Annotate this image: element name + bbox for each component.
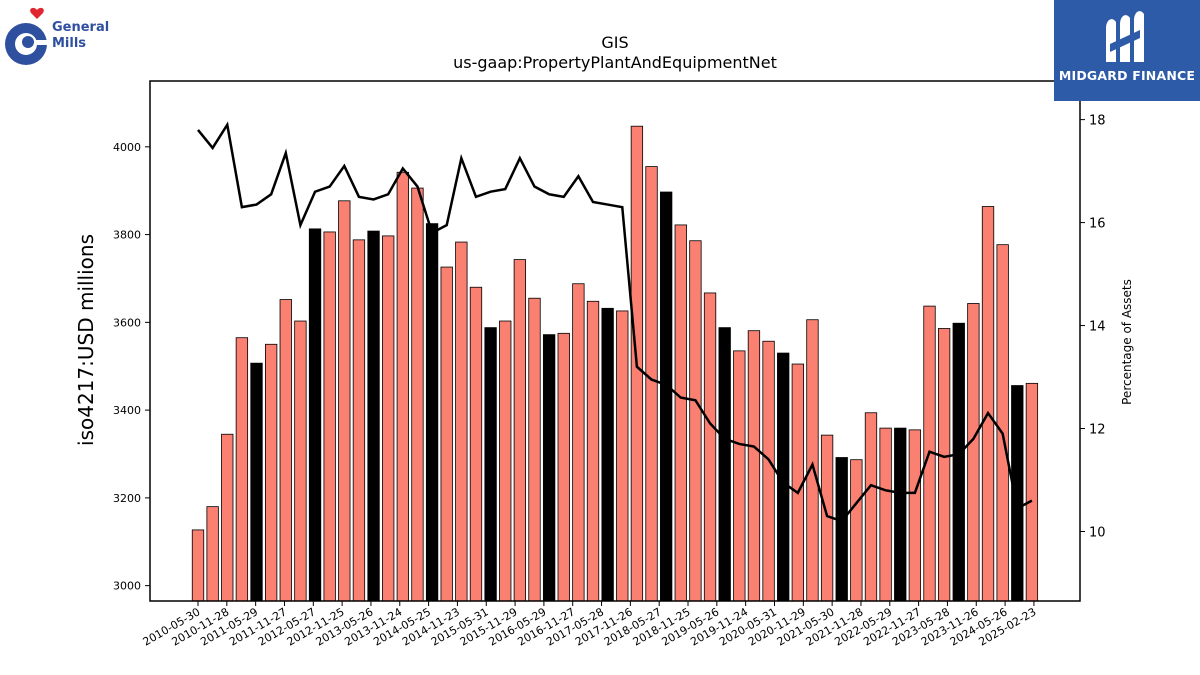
bar: [894, 427, 907, 602]
y2-tick-label: 16: [1089, 217, 1106, 232]
bar: [981, 206, 995, 602]
bar: [718, 327, 731, 602]
bar: [586, 300, 600, 602]
y2-tick-label: 12: [1089, 423, 1106, 438]
bar: [747, 330, 761, 602]
bar: [469, 286, 483, 602]
general-mills-wordmark: General Mills: [52, 20, 110, 51]
chart-title: GIS: [601, 33, 628, 52]
bar: [323, 231, 336, 602]
bar: [703, 292, 717, 602]
bar: [382, 235, 395, 602]
bar: [279, 299, 292, 602]
bar: [221, 433, 234, 602]
bar: [864, 412, 878, 602]
y2-tick-label: 14: [1089, 320, 1106, 335]
y-axis-label: iso4217:USD millions: [74, 234, 98, 446]
bar: [850, 459, 863, 602]
bar: [572, 283, 585, 602]
bar: [264, 343, 278, 602]
bar: [440, 266, 453, 602]
bar: [294, 320, 307, 602]
bar: [338, 200, 351, 602]
bar: [601, 307, 614, 602]
bar: [191, 529, 205, 602]
bar: [835, 457, 848, 602]
bar: [645, 166, 658, 602]
bar: [616, 310, 629, 602]
chart-subtitle: us-gaap:PropertyPlantAndEquipmentNet: [453, 53, 777, 72]
bar: [557, 332, 570, 602]
general-mills-g-icon: [5, 7, 47, 65]
midgard-m-icon: [1106, 11, 1144, 62]
y-tick-label: 4000: [113, 141, 141, 154]
y-tick-label: 3000: [113, 580, 141, 593]
y-tick-label: 3600: [113, 316, 141, 329]
bar: [1025, 382, 1039, 602]
bar: [806, 319, 819, 602]
bar: [499, 320, 512, 602]
y2-tick-label: 18: [1089, 114, 1106, 129]
bar: [733, 350, 746, 602]
y-tick-label: 3200: [113, 492, 141, 505]
bar: [937, 328, 951, 602]
y2-tick-label: 10: [1089, 525, 1106, 540]
bar: [396, 171, 409, 602]
midgard-wordmark: MIDGARD FINANCE: [1058, 68, 1196, 83]
bar: [250, 362, 263, 602]
y-tick-label: 3400: [113, 404, 141, 417]
bar: [484, 327, 497, 602]
bar: [235, 337, 249, 602]
bar: [908, 429, 922, 602]
general-mills-logo: General Mills: [4, 4, 119, 70]
bar: [967, 303, 980, 602]
bar: [762, 340, 775, 602]
bar: [352, 239, 366, 602]
bar: [206, 506, 219, 602]
bar: [879, 427, 892, 602]
y-tick-label: 3800: [113, 229, 141, 242]
percentage-line: [197, 121, 1033, 523]
bar: [660, 191, 673, 602]
bar: [689, 240, 702, 602]
bar: [952, 322, 965, 602]
y2-axis-label: Percentage of Assets: [1120, 279, 1134, 405]
bar: [367, 230, 380, 602]
bar: [996, 244, 1009, 602]
bar: [455, 241, 468, 602]
plot-frame: [149, 80, 1081, 602]
bar: [411, 187, 424, 602]
bar: [528, 297, 541, 602]
midgard-finance-logo: MIDGARD FINANCE: [1054, 0, 1200, 101]
bar: [674, 224, 687, 602]
bar: [513, 259, 527, 602]
bar: [308, 228, 322, 602]
bar: [425, 223, 439, 602]
bar: [542, 334, 556, 602]
